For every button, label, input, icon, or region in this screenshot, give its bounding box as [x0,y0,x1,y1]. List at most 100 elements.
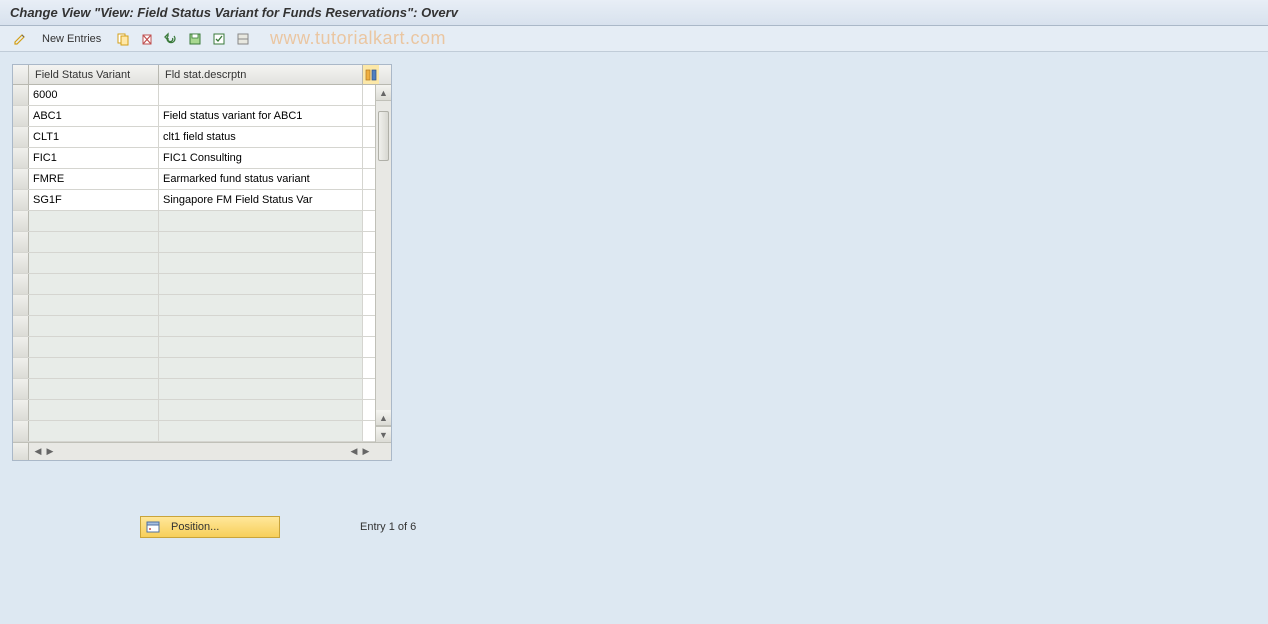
row-selector[interactable] [13,211,29,231]
title-bar: Change View "View: Field Status Variant … [0,0,1268,26]
cell-variant[interactable] [29,232,159,252]
scroll-up-page-icon[interactable]: ▲ [376,410,391,426]
column-header-variant[interactable]: Field Status Variant [29,65,159,84]
table-row[interactable]: FIC1FIC1 Consulting [13,148,375,169]
table-row-empty[interactable] [13,232,375,253]
table-row[interactable]: SG1FSingapore FM Field Status Var [13,190,375,211]
table-row-empty[interactable] [13,379,375,400]
row-selector[interactable] [13,274,29,294]
cell-variant[interactable] [29,421,159,441]
table-row[interactable]: 6000 [13,85,375,106]
table-row-empty[interactable] [13,253,375,274]
row-selector[interactable] [13,295,29,315]
cell-variant[interactable] [29,253,159,273]
scroll-left-icon[interactable]: ◀ [33,446,43,458]
scroll-down-icon[interactable]: ▼ [376,426,391,442]
row-selector[interactable] [13,148,29,168]
scroll-right-icon[interactable]: ▶ [45,446,55,458]
cell-description[interactable] [159,295,363,315]
cell-description[interactable] [159,421,363,441]
table-row-empty[interactable] [13,295,375,316]
edit-icon[interactable] [10,29,30,49]
cell-description[interactable]: Field status variant for ABC1 [159,106,363,126]
watermark-text: www.tutorialkart.com [270,28,446,49]
cell-variant[interactable]: CLT1 [29,127,159,147]
deselect-all-icon[interactable] [233,29,253,49]
cell-variant[interactable] [29,358,159,378]
cell-description[interactable] [159,400,363,420]
table-settings-icon[interactable] [363,65,379,84]
save-icon[interactable] [185,29,205,49]
content-area: Field Status Variant Fld stat.descrptn 6… [0,52,1268,473]
table-row-empty[interactable] [13,421,375,442]
horizontal-scrollbar[interactable]: ◀ ▶ ◀ ▶ [29,446,375,458]
scroll-up-icon[interactable]: ▲ [376,85,391,101]
cell-description[interactable] [159,253,363,273]
column-selector-header[interactable] [13,65,29,84]
cell-variant[interactable] [29,211,159,231]
table-row-empty[interactable] [13,211,375,232]
cell-variant[interactable] [29,316,159,336]
table-row-empty[interactable] [13,337,375,358]
table-row[interactable]: ABC1Field status variant for ABC1 [13,106,375,127]
table-row-empty[interactable] [13,358,375,379]
vertical-scrollbar[interactable]: ▲ ▲ ▼ [375,85,391,442]
column-header-description[interactable]: Fld stat.descrptn [159,65,363,84]
row-selector[interactable] [13,190,29,210]
cell-variant[interactable] [29,337,159,357]
undo-icon[interactable] [161,29,181,49]
copy-icon[interactable] [113,29,133,49]
cell-variant[interactable] [29,400,159,420]
table-row[interactable]: CLT1clt1 field status [13,127,375,148]
table-row-empty[interactable] [13,274,375,295]
table-row-empty[interactable] [13,316,375,337]
cell-description[interactable] [159,85,363,105]
cell-description[interactable]: Singapore FM Field Status Var [159,190,363,210]
cell-description[interactable] [159,379,363,399]
cell-variant[interactable] [29,295,159,315]
row-selector[interactable] [13,127,29,147]
cell-description[interactable]: Earmarked fund status variant [159,169,363,189]
cell-description[interactable] [159,316,363,336]
cell-variant[interactable]: SG1F [29,190,159,210]
position-icon [145,519,161,535]
cell-description[interactable] [159,211,363,231]
table-header: Field Status Variant Fld stat.descrptn [13,65,391,85]
row-selector[interactable] [13,316,29,336]
table-row[interactable]: FMREEarmarked fund status variant [13,169,375,190]
scroll-thumb[interactable] [378,111,389,161]
select-all-icon[interactable] [209,29,229,49]
cell-description[interactable] [159,232,363,252]
cell-variant[interactable]: FMRE [29,169,159,189]
row-selector[interactable] [13,379,29,399]
row-selector[interactable] [13,421,29,441]
cell-description[interactable]: clt1 field status [159,127,363,147]
row-selector[interactable] [13,253,29,273]
scroll-track[interactable] [376,101,391,410]
delete-icon[interactable] [137,29,157,49]
cell-description[interactable] [159,358,363,378]
scroll-left-end-icon[interactable]: ◀ [349,446,359,458]
scroll-right-end-icon[interactable]: ▶ [361,446,371,458]
cell-description[interactable] [159,337,363,357]
row-selector[interactable] [13,232,29,252]
position-button-label: Position... [171,521,219,533]
row-selector[interactable] [13,85,29,105]
cell-variant[interactable] [29,274,159,294]
row-selector[interactable] [13,358,29,378]
cell-variant[interactable] [29,379,159,399]
row-selector[interactable] [13,106,29,126]
row-selector[interactable] [13,400,29,420]
cell-variant[interactable]: 6000 [29,85,159,105]
table-body: 6000ABC1Field status variant for ABC1CLT… [13,85,391,460]
table-row-empty[interactable] [13,400,375,421]
cell-variant[interactable]: ABC1 [29,106,159,126]
table-container: Field Status Variant Fld stat.descrptn 6… [12,64,392,461]
new-entries-button[interactable]: New Entries [34,31,109,47]
row-selector[interactable] [13,337,29,357]
cell-description[interactable] [159,274,363,294]
row-selector[interactable] [13,169,29,189]
cell-description[interactable]: FIC1 Consulting [159,148,363,168]
position-button[interactable]: Position... [140,516,280,538]
cell-variant[interactable]: FIC1 [29,148,159,168]
